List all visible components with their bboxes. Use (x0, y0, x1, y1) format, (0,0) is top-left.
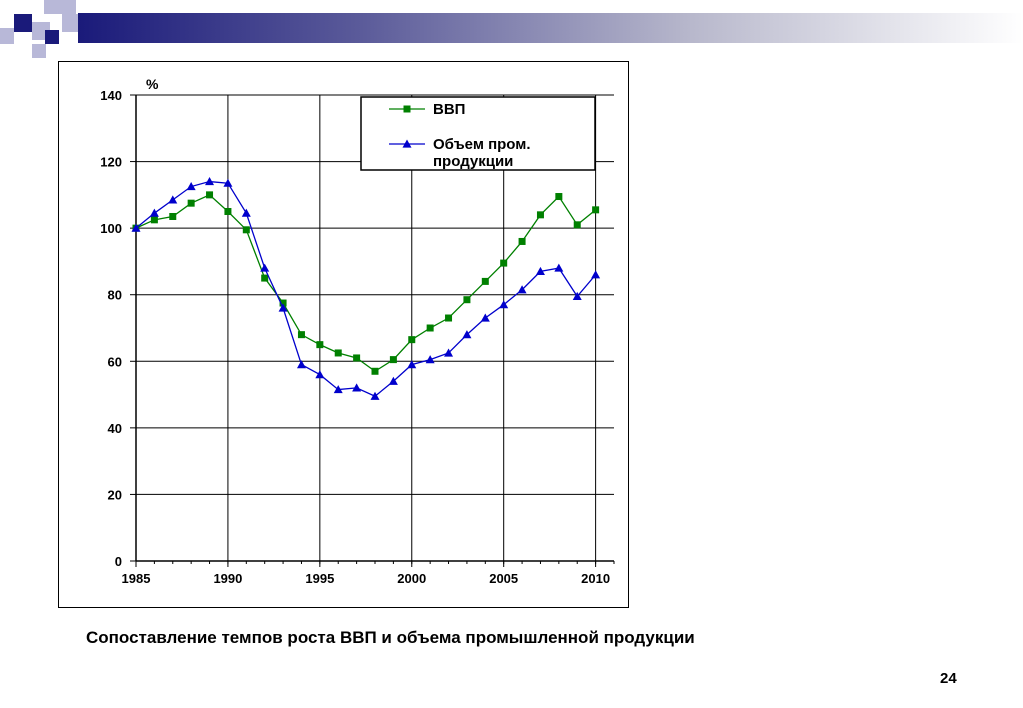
data-point (168, 195, 178, 204)
data-point (149, 208, 159, 217)
data-point (389, 356, 397, 364)
y-axis-label: % (146, 76, 159, 92)
data-point (572, 291, 582, 300)
data-point (187, 199, 195, 207)
x-tick-label: 2010 (581, 571, 610, 586)
data-point (224, 208, 232, 215)
data-point (518, 237, 526, 245)
decor-square-2 (44, 0, 62, 14)
data-point (407, 360, 417, 369)
x-tick-label: 2000 (397, 571, 426, 586)
data-point (297, 331, 305, 339)
legend-marker (402, 139, 412, 148)
data-point (186, 182, 196, 191)
data-point (388, 376, 398, 385)
data-point (573, 221, 581, 229)
data-point (333, 385, 343, 394)
data-point (536, 211, 544, 219)
page-number: 24 (940, 670, 957, 687)
header-bar (78, 13, 1023, 43)
y-tick-label: 0 (115, 554, 122, 569)
series-1 (132, 191, 600, 375)
y-tick-label: 60 (108, 354, 122, 369)
data-point (131, 223, 141, 232)
data-point (206, 191, 214, 199)
data-point (444, 348, 454, 357)
data-point (353, 354, 361, 362)
data-point (462, 330, 472, 339)
y-tick-label: 120 (100, 155, 122, 170)
data-point (445, 314, 453, 322)
x-tick-label: 1990 (213, 571, 242, 586)
data-point (517, 285, 527, 294)
data-point (223, 178, 233, 187)
decor-square-8 (32, 44, 46, 58)
y-tick-label: 140 (100, 88, 122, 103)
data-point (261, 274, 269, 282)
chart-series (131, 177, 601, 400)
chart-legend: ВВП Объем пром. продукции (360, 96, 596, 171)
data-point (242, 226, 250, 234)
data-point (150, 216, 158, 224)
data-point (371, 367, 379, 375)
data-point (426, 324, 434, 332)
data-point (205, 177, 215, 186)
decor-square-7 (0, 28, 14, 44)
data-point (408, 336, 416, 344)
data-point (480, 313, 490, 322)
decor-square-5 (62, 14, 78, 32)
data-point (241, 208, 251, 217)
y-tick-label: 80 (108, 288, 122, 303)
decor-square-3 (62, 0, 76, 14)
data-point (463, 296, 471, 304)
series-2 (131, 177, 601, 400)
data-point (500, 259, 508, 267)
chart-ticks: 0 20 40 60 80 100 120 140 1985 1990 1995 2000 2005 20… (100, 88, 615, 586)
x-tick-label: 1985 (122, 571, 151, 586)
data-point (334, 349, 342, 357)
data-point (370, 391, 380, 400)
legend-marker (403, 105, 411, 113)
x-tick-label: 1995 (305, 571, 334, 586)
data-point (555, 193, 563, 201)
data-point (499, 300, 509, 309)
decor-square-6 (45, 30, 59, 44)
data-point (278, 303, 288, 312)
data-point (260, 263, 270, 272)
data-point (315, 370, 325, 379)
data-point (296, 360, 306, 369)
y-tick-label: 40 (108, 421, 122, 436)
data-point (169, 212, 177, 220)
series-line (135, 194, 597, 373)
data-point (591, 270, 601, 279)
data-point (316, 341, 324, 349)
y-tick-label: 100 (100, 221, 122, 236)
data-point (279, 299, 287, 307)
data-point (535, 266, 545, 276)
data-point (352, 383, 362, 392)
data-point (554, 263, 564, 272)
x-tick-label: 2005 (489, 571, 518, 586)
data-point (592, 206, 600, 214)
y-tick-label: 20 (108, 487, 122, 502)
decor-square-1 (14, 14, 32, 32)
data-point (481, 277, 489, 285)
data-point (425, 355, 435, 364)
legend-label: Объем пром. продукции (433, 136, 531, 170)
legend-label: ВВП (433, 101, 465, 118)
slide-caption: Сопоставление темпов роста ВВП и объема … (86, 628, 695, 647)
